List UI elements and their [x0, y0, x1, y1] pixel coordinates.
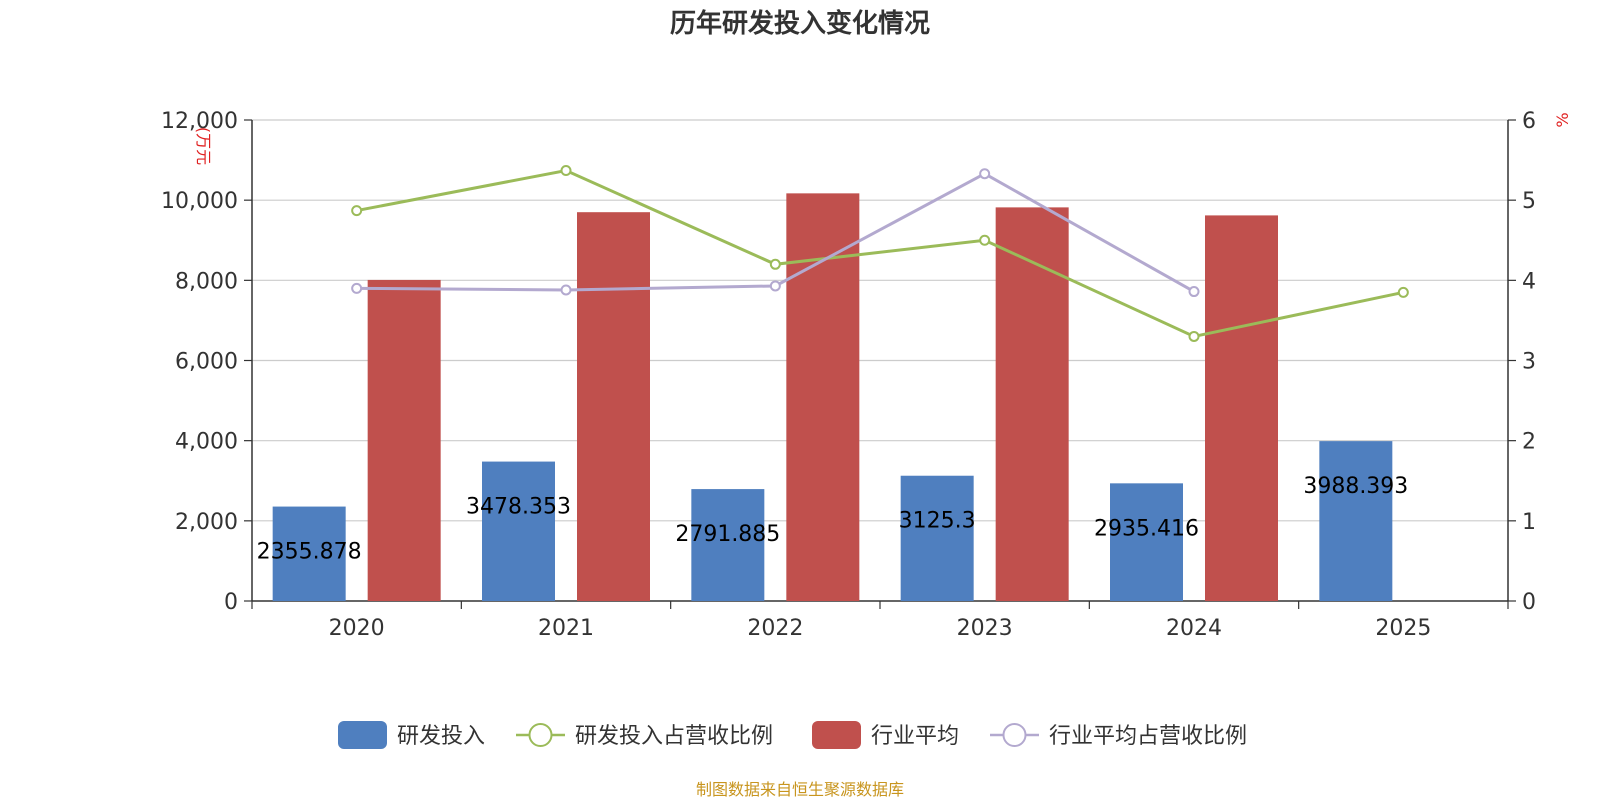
right-axis-unit: %: [1553, 112, 1572, 127]
data-label: 3125.3: [899, 509, 976, 534]
legend-swatch-marker: [528, 723, 553, 747]
point-研发投入占营收比例: [351, 205, 363, 217]
lines: [351, 165, 1409, 342]
x-tick-label: 2024: [1166, 616, 1222, 641]
point-研发投入占营收比例: [1397, 286, 1409, 298]
left-tick-label: 0: [224, 590, 238, 615]
bar-研发投入: [272, 506, 346, 601]
data-labels: 2355.878 3478.353 2791.885 3125.3 2935.416 39…: [257, 474, 1409, 564]
right-axis-ticks: 0 1 2 3 4 5 6: [1508, 109, 1536, 615]
line-研发投入占营收比例: [356, 168, 1404, 339]
legend-swatch: [338, 721, 387, 749]
point-行业平均占营收比例: [769, 280, 781, 292]
legend-swatch-marker: [1002, 723, 1027, 747]
legend-item[interactable]: 行业平均占营收比例: [990, 723, 1247, 749]
bar-行业平均: [577, 212, 650, 602]
bar-研发投入: [1319, 441, 1393, 601]
x-tick-label: 2021: [538, 616, 594, 641]
legend-label: 研发投入: [397, 724, 485, 749]
bar-行业平均: [1205, 215, 1278, 602]
left-tick-label: 10,000: [161, 189, 238, 214]
legend-label: 行业平均占营收比例: [1049, 724, 1247, 749]
point-研发投入占营收比例: [979, 234, 991, 246]
left-axis-unit: (万元: [194, 127, 213, 165]
right-tick-label: 1: [1522, 510, 1536, 535]
bar-研发投入: [691, 489, 765, 601]
right-tick-label: 0: [1522, 590, 1536, 615]
data-label: 2935.416: [1094, 516, 1199, 541]
left-tick-label: 4,000: [175, 430, 238, 455]
source-note: 制图数据来自恒生聚源数据库: [696, 780, 904, 799]
legend-item[interactable]: 研发投入占营收比例: [516, 723, 773, 749]
point-研发投入占营收比例: [1188, 330, 1200, 342]
data-label: 2355.878: [257, 540, 362, 565]
bar-研发投入: [482, 461, 555, 601]
point-研发投入占营收比例: [769, 258, 781, 270]
left-tick-label: 2,000: [175, 510, 238, 535]
point-行业平均占营收比例: [979, 168, 991, 180]
legend[interactable]: 研发投入 研发投入占营收比例 行业平均 行业平均占营收比例: [338, 721, 1247, 749]
x-tick-label: 2022: [747, 616, 803, 641]
right-tick-label: 5: [1522, 189, 1536, 214]
data-label: 3478.353: [466, 495, 571, 520]
right-tick-label: 2: [1522, 430, 1536, 455]
bar-研发投入: [1110, 483, 1183, 601]
bar-行业平均: [995, 207, 1069, 602]
right-tick-label: 3: [1522, 350, 1536, 375]
point-行业平均占营收比例: [351, 282, 363, 294]
legend-swatch: [812, 721, 861, 749]
legend-label: 研发投入占营收比例: [575, 724, 773, 749]
bar-行业平均: [367, 279, 441, 601]
legend-label: 行业平均: [871, 724, 959, 749]
right-tick-label: 4: [1522, 269, 1536, 294]
gridlines: [252, 119, 1508, 522]
left-axis-ticks: 0 2,000 4,000 6,000 8,000 10,000 12,000: [161, 109, 252, 615]
x-axis-ticks: 2020 2021 2022 2023 2024 2025: [251, 601, 1509, 641]
data-label: 3988.393: [1303, 474, 1408, 499]
chart-title: 历年研发投入变化情况: [670, 8, 930, 39]
left-tick-label: 6,000: [175, 350, 238, 375]
x-tick-label: 2020: [329, 616, 385, 641]
x-tick-label: 2023: [957, 616, 1013, 641]
point-行业平均占营收比例: [560, 284, 572, 296]
right-tick-label: 6: [1522, 109, 1536, 134]
bar-研发投入: [900, 475, 974, 601]
data-label: 2791.885: [675, 522, 780, 547]
left-tick-label: 12,000: [161, 109, 238, 134]
legend-item[interactable]: 研发投入: [338, 721, 485, 749]
legend-item[interactable]: 行业平均: [812, 721, 959, 749]
point-研发投入占营收比例: [560, 165, 572, 177]
x-tick-label: 2025: [1375, 616, 1431, 641]
left-tick-label: 8,000: [175, 269, 238, 294]
point-行业平均占营收比例: [1188, 286, 1200, 298]
bars: [272, 193, 1393, 602]
